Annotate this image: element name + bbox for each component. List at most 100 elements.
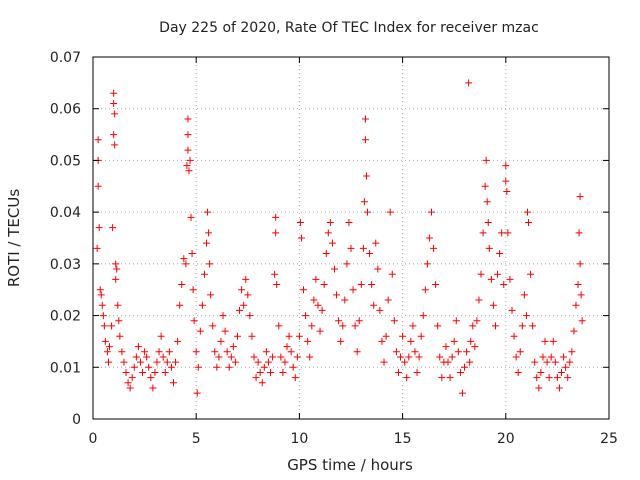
data-point (115, 317, 123, 325)
x-tick-label: 20 (497, 431, 515, 447)
grid (93, 57, 609, 419)
y-tick-label: 0.03 (50, 257, 81, 273)
data-point (360, 198, 368, 206)
data-point (518, 322, 526, 330)
y-axis-label: ROTI / TECUs (5, 189, 23, 287)
data-point (366, 250, 374, 258)
data-point (322, 250, 330, 258)
data-point (463, 348, 471, 356)
data-point (483, 198, 491, 206)
data-point (207, 291, 215, 299)
data-point (297, 234, 305, 242)
data-point (409, 322, 417, 330)
y-tick-label: 0.02 (50, 309, 81, 325)
data-point (165, 348, 173, 356)
data-point (522, 312, 530, 320)
data-point (157, 332, 165, 340)
data-point (471, 343, 479, 351)
data-point (233, 332, 241, 340)
data-point (312, 275, 320, 283)
data-point (446, 374, 454, 382)
data-point (300, 286, 308, 294)
data-point (461, 363, 469, 371)
data-point (302, 312, 310, 320)
data-point (372, 239, 380, 247)
data-point (482, 156, 490, 164)
data-point (227, 353, 235, 361)
data-point (541, 337, 549, 345)
data-point (525, 218, 533, 226)
data-point (335, 317, 343, 325)
data-point (343, 260, 351, 268)
data-point (382, 332, 390, 340)
data-point (204, 208, 212, 216)
data-point (180, 255, 188, 263)
data-point (183, 162, 191, 170)
x-tick-label: 5 (192, 431, 201, 447)
data-point (484, 218, 492, 226)
data-point (351, 322, 359, 330)
data-point (421, 286, 429, 294)
data-point (291, 374, 299, 382)
data-point (577, 291, 585, 299)
x-tick-label: 10 (290, 431, 308, 447)
data-point (126, 384, 134, 392)
data-point (110, 131, 118, 139)
data-point (545, 374, 553, 382)
data-point (182, 260, 190, 268)
data-point (531, 358, 539, 366)
data-point (314, 301, 322, 309)
data-point (124, 379, 132, 387)
data-point (296, 218, 304, 226)
data-point (361, 136, 369, 144)
data-point (185, 167, 193, 175)
data-point (481, 182, 489, 190)
data-point (539, 353, 547, 361)
data-point (374, 265, 382, 273)
y-tick-label: 0.01 (50, 360, 81, 376)
data-point (254, 358, 262, 366)
data-point (188, 250, 196, 258)
data-point (147, 374, 155, 382)
data-point (376, 306, 384, 314)
data-point (310, 296, 318, 304)
data-point (206, 260, 214, 268)
data-point (466, 358, 474, 366)
data-point (114, 301, 122, 309)
data-point (378, 337, 386, 345)
data-point (326, 218, 334, 226)
data-point (419, 312, 427, 320)
data-point (98, 301, 106, 309)
y-tick-label: 0.05 (50, 153, 81, 169)
data-point (103, 348, 111, 356)
data-point (564, 374, 572, 382)
data-point (190, 317, 198, 325)
data-point (111, 110, 119, 118)
data-point (425, 234, 433, 242)
data-point (575, 229, 583, 237)
data-point (405, 353, 413, 361)
data-point (339, 322, 347, 330)
data-point (574, 281, 582, 289)
data-point (560, 353, 568, 361)
data-point (252, 374, 260, 382)
data-point (293, 353, 301, 361)
data-point (223, 348, 231, 356)
data-point (167, 363, 175, 371)
data-point (244, 291, 252, 299)
data-point (438, 374, 446, 382)
data-point (145, 363, 153, 371)
data-point (330, 265, 338, 273)
data-point (411, 348, 419, 356)
data-point (271, 270, 279, 278)
data-point (169, 379, 177, 387)
data-point (508, 306, 516, 314)
data-point (403, 374, 411, 382)
data-point (111, 141, 119, 149)
chart-title: Day 225 of 2020, Rate Of TEC Index for r… (159, 20, 539, 36)
data-point (248, 332, 256, 340)
data-point (281, 358, 289, 366)
data-point (529, 322, 537, 330)
data-point (407, 337, 415, 345)
data-point (209, 322, 217, 330)
